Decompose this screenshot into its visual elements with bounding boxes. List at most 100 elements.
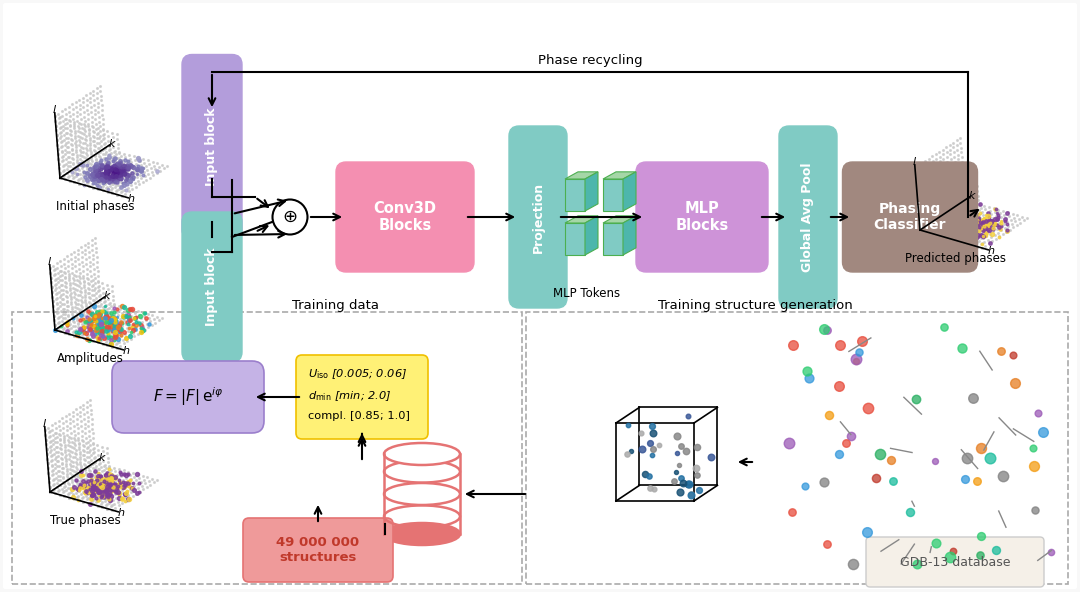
Point	[72, 466, 90, 476]
Point	[81, 302, 98, 311]
Point	[59, 256, 77, 266]
Point	[75, 102, 92, 112]
Point	[943, 204, 960, 214]
Point	[930, 217, 947, 227]
Point	[80, 482, 97, 492]
Point	[96, 313, 113, 322]
Point	[946, 194, 963, 203]
Point	[81, 262, 98, 271]
Point	[140, 320, 158, 329]
Point	[45, 266, 63, 275]
Point	[124, 315, 141, 324]
Point	[80, 488, 97, 497]
Point	[67, 163, 84, 172]
Point	[46, 269, 64, 279]
Point	[99, 494, 117, 504]
Point	[977, 218, 995, 227]
Point	[45, 485, 63, 494]
Point	[989, 228, 1007, 237]
Point	[133, 320, 150, 329]
Point	[50, 149, 67, 159]
Point	[83, 315, 100, 324]
Point	[932, 199, 949, 208]
Point	[90, 478, 107, 487]
Point	[65, 490, 82, 499]
Point	[46, 437, 64, 447]
Point	[134, 317, 151, 327]
Point	[66, 331, 83, 340]
Point	[109, 320, 126, 329]
Point	[96, 176, 113, 186]
Point	[65, 481, 82, 490]
Point	[100, 482, 118, 492]
Point	[116, 316, 133, 325]
Point	[140, 159, 158, 169]
Point	[95, 485, 112, 494]
Point	[65, 119, 82, 128]
Point	[89, 486, 106, 496]
Point	[72, 124, 90, 133]
Point	[123, 169, 140, 178]
Point	[981, 218, 998, 227]
Point	[103, 179, 120, 188]
Point	[914, 193, 931, 202]
Point	[957, 220, 974, 230]
Point	[106, 300, 123, 309]
Point	[76, 170, 93, 180]
Point	[80, 486, 97, 496]
Point	[100, 150, 118, 160]
Point	[77, 487, 94, 497]
Point	[975, 215, 993, 224]
Point	[89, 157, 106, 167]
Point	[54, 472, 71, 482]
Point	[46, 488, 64, 498]
Point	[80, 312, 97, 321]
Point	[79, 494, 96, 503]
Point	[87, 331, 105, 340]
Point	[105, 305, 122, 314]
Point	[86, 238, 104, 247]
Point	[119, 171, 136, 181]
Point	[83, 480, 100, 489]
Point	[75, 497, 92, 506]
Point	[950, 190, 968, 200]
Point	[55, 156, 72, 165]
Point	[71, 324, 89, 333]
Point	[66, 252, 83, 261]
Point	[133, 327, 150, 337]
Point	[76, 157, 93, 166]
Point	[89, 475, 106, 484]
Point	[51, 426, 68, 435]
Point	[83, 326, 100, 335]
Point	[106, 182, 123, 192]
Point	[973, 243, 990, 253]
Point	[85, 171, 103, 181]
Point	[80, 487, 97, 497]
Point	[960, 217, 977, 227]
Point	[683, 490, 700, 499]
Point	[909, 197, 927, 206]
Point	[962, 212, 980, 221]
Point	[129, 480, 146, 489]
Point	[95, 298, 112, 307]
Point	[83, 317, 100, 327]
Point	[75, 320, 92, 330]
Point	[79, 437, 96, 447]
Point	[107, 173, 124, 182]
Point	[956, 237, 973, 246]
Point	[924, 211, 942, 221]
Point	[45, 449, 63, 459]
Point	[973, 217, 990, 227]
Point	[44, 435, 62, 445]
Point	[980, 217, 997, 226]
Point	[69, 482, 86, 492]
Point	[946, 226, 963, 236]
Point	[70, 309, 87, 318]
Point	[48, 121, 65, 130]
Point	[978, 218, 996, 228]
Point	[40, 464, 57, 473]
Point	[76, 287, 93, 297]
Point	[82, 450, 99, 459]
Point	[70, 264, 87, 274]
Point	[109, 324, 126, 333]
